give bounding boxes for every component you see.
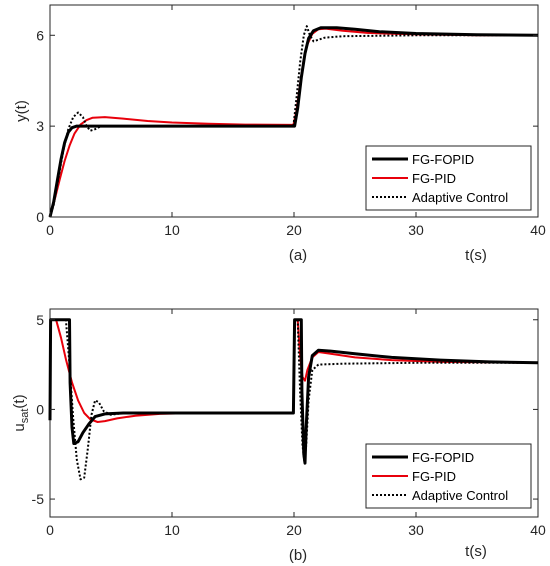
legend-label-fg-fopid-b: FG-FOPID bbox=[412, 450, 474, 465]
x-tick-label-a: 40 bbox=[530, 222, 546, 238]
x-tick-label-a: 20 bbox=[286, 222, 302, 238]
legend-label-fg-pid-a: FG-PID bbox=[412, 171, 456, 186]
series-line-fg-fopid-b bbox=[48, 318, 539, 465]
legend-label-adaptive-control-b: Adaptive Control bbox=[412, 488, 508, 503]
x-tick-label-b: 20 bbox=[286, 522, 302, 538]
ticks-group-a: 0 10 20 30 40 0 3 6 bbox=[36, 5, 546, 238]
y-axis-label-b-sub: sat bbox=[19, 409, 31, 424]
x-tick-label-b: 40 bbox=[530, 522, 546, 538]
legend-label-adaptive-control-a: Adaptive Control bbox=[412, 190, 508, 205]
panel-a: 0 10 20 30 40 0 3 6 (a) t(s) y(t) FG-FOPID FG-PI… bbox=[13, 4, 546, 264]
y-axis-label-b-main: u bbox=[11, 423, 28, 431]
y-tick-label-b: 5 bbox=[36, 312, 44, 328]
y-tick-label-b: 0 bbox=[36, 401, 44, 417]
x-tick-label-a: 0 bbox=[46, 222, 54, 238]
y-axis-label-a: y(t) bbox=[13, 100, 30, 122]
panel-label-a: (a) bbox=[289, 247, 307, 264]
y-tick-label-a: 0 bbox=[36, 209, 44, 225]
y-axis-label-b-suffix: (t) bbox=[11, 394, 28, 408]
y-tick-label-a: 6 bbox=[36, 27, 44, 43]
y-tick-label-b: -5 bbox=[32, 491, 45, 507]
series-line-fg-fopid-a bbox=[48, 26, 539, 218]
legend-a: FG-FOPID FG-PID Adaptive Control bbox=[365, 145, 532, 211]
legend-label-fg-fopid-a: FG-FOPID bbox=[412, 152, 474, 167]
x-tick-label-b: 0 bbox=[46, 522, 54, 538]
ticks-group-b: 0 10 20 30 40-505 bbox=[32, 309, 546, 538]
y-axis-label-b: usat(t) bbox=[11, 394, 31, 431]
x-axis-label-a: t(s) bbox=[465, 247, 487, 264]
legend-b: FG-FOPID FG-PID Adaptive Control bbox=[365, 443, 532, 509]
panel-label-b: (b) bbox=[289, 547, 307, 564]
x-tick-label-a: 10 bbox=[164, 222, 180, 238]
x-axis-label-b: t(s) bbox=[465, 543, 487, 560]
legend-label-fg-pid-b: FG-PID bbox=[412, 469, 456, 484]
x-tick-label-a: 30 bbox=[408, 222, 424, 238]
series-group-a bbox=[48, 25, 539, 218]
series-line-fg-pid-a bbox=[49, 27, 538, 218]
series-line-adaptive-control-b bbox=[49, 318, 538, 481]
series-line-adaptive-control-a bbox=[49, 25, 538, 218]
series-group-b bbox=[48, 318, 539, 481]
x-tick-label-b: 30 bbox=[408, 522, 424, 538]
x-tick-label-b: 10 bbox=[164, 522, 180, 538]
panel-b: 0 10 20 30 40-505 (b) t(s) usat(t) FG-FOPIDF… bbox=[11, 308, 546, 564]
y-tick-label-a: 3 bbox=[36, 118, 44, 134]
